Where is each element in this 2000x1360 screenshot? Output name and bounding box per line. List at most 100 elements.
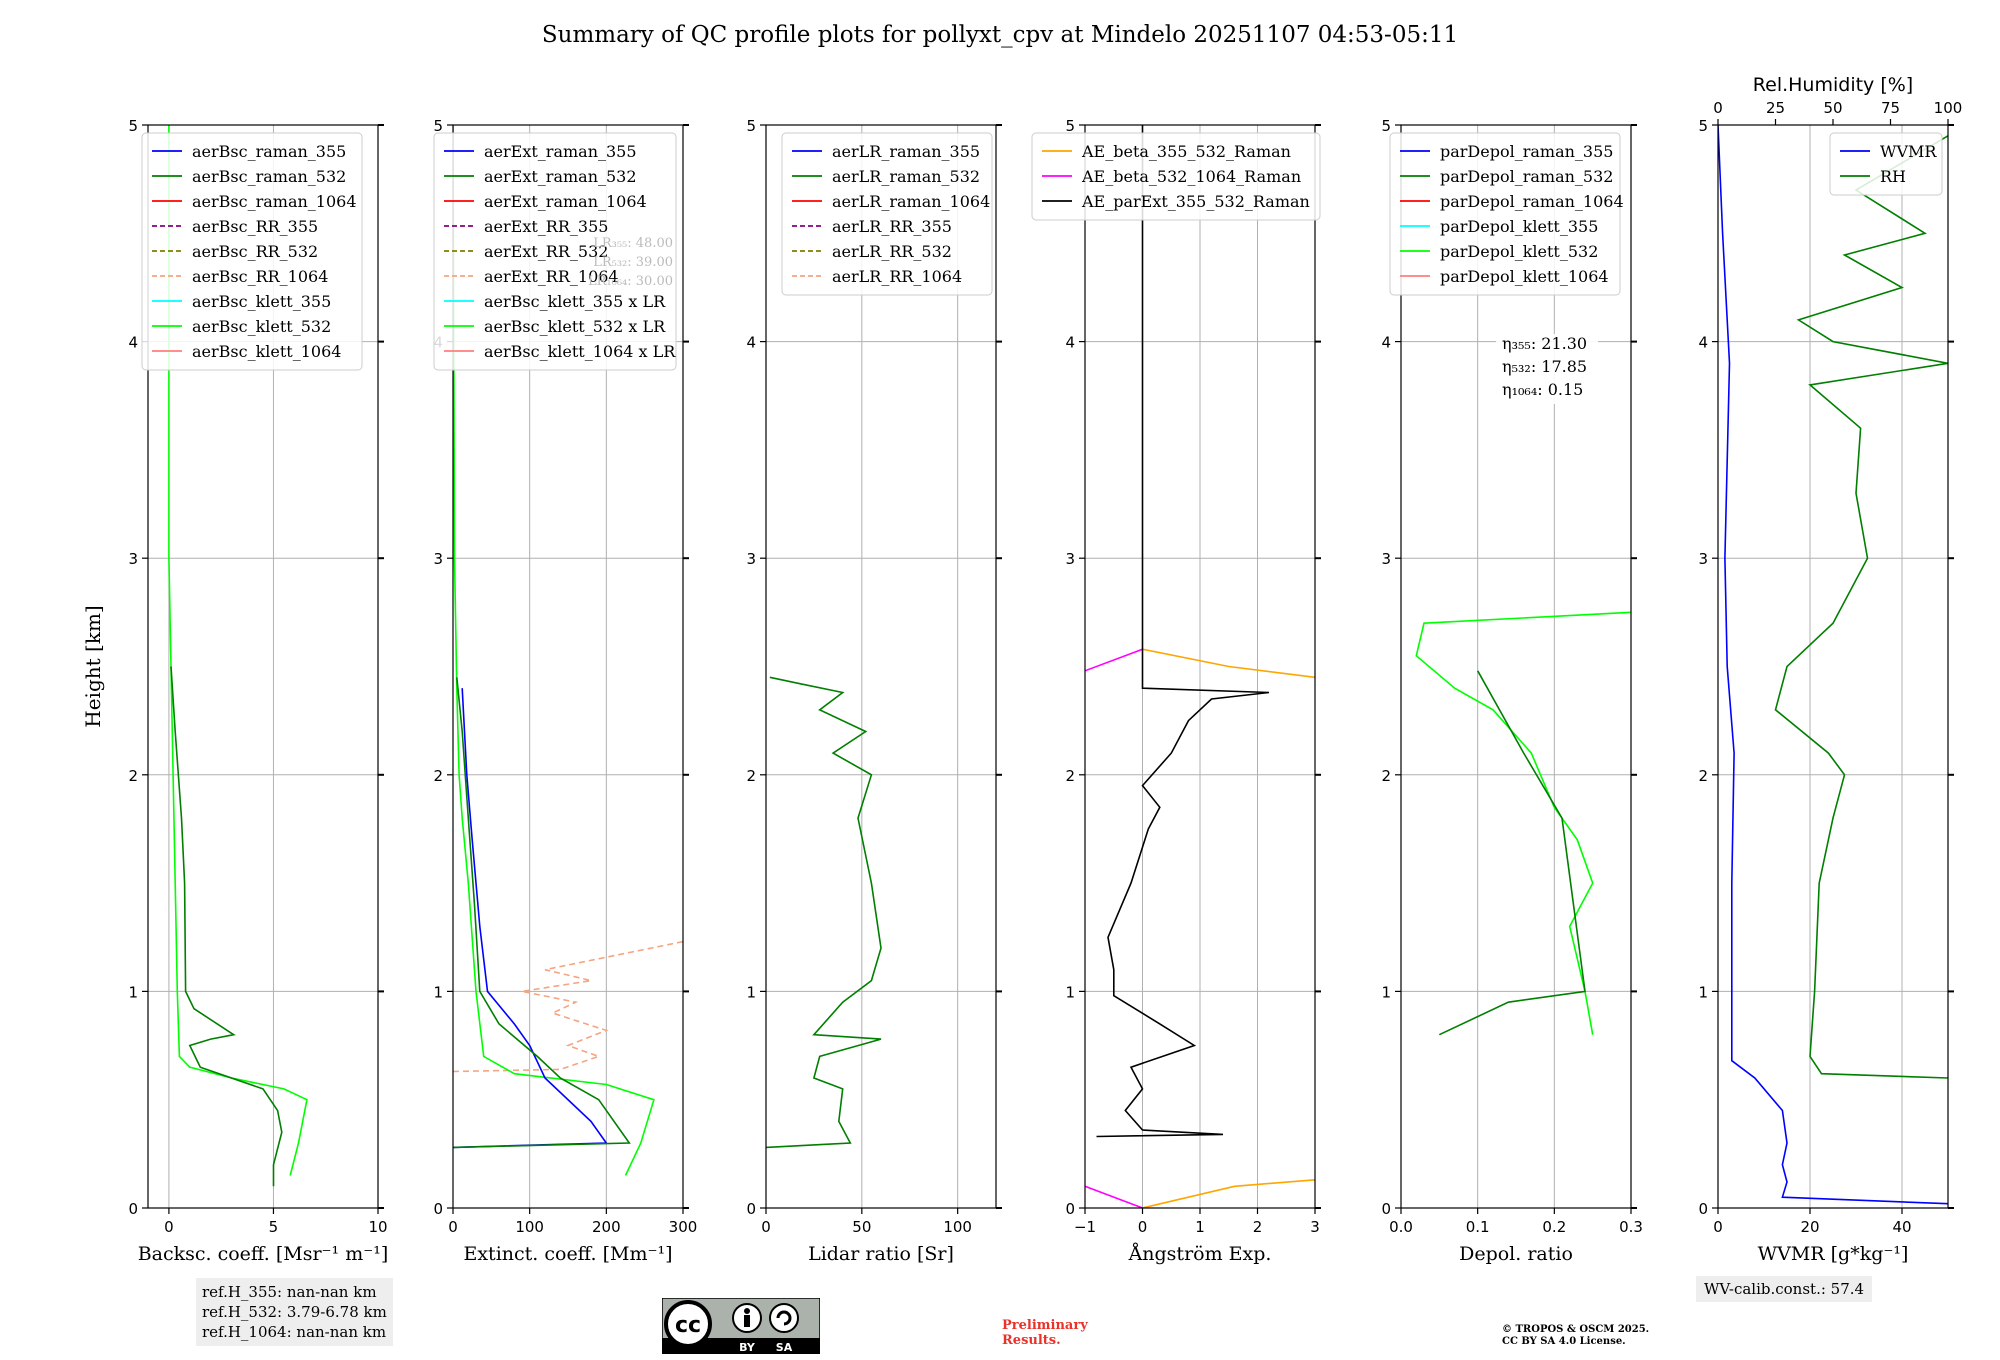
x-tick-label: 5 [269,1218,279,1236]
cc-logo-icon [664,1300,712,1348]
series-ae-parext-355-532-raman [1096,125,1270,1138]
legend-label: aerLR_RR_355 [832,217,952,236]
x-tick-label: −1 [1074,1218,1096,1236]
series-pardepol-raman-532 [1438,670,1586,1036]
y-tick-label: 4 [1698,334,1708,352]
legend-label: aerBsc_klett_532 [192,317,331,336]
axes-frame [147,124,379,1209]
x-tick-label: 0 [1713,1218,1723,1236]
x-tick-label: 50 [852,1218,871,1236]
y-tick-label: 4 [1381,334,1391,352]
legend-box [1829,132,1943,196]
y-tick-label: 5 [1698,117,1708,135]
y-axis-label: Height [km] [81,605,105,727]
y-tick-label: 0 [746,1200,756,1218]
legend-label: aerLR_raman_1064 [832,192,990,211]
series-ae-beta-355-532-raman-upper [1142,648,1315,679]
y-tick-label: 1 [746,983,756,1001]
lr-note: LR₅₃₂: 39.00 [593,255,673,270]
x-tick-label: 100 [943,1218,972,1236]
legend-label: parDepol_raman_355 [1440,142,1613,161]
legend-label: aerLR_RR_1064 [832,267,962,286]
x-axis-label: Depol. ratio [1459,1243,1573,1265]
x-tick-label: 0.3 [1619,1218,1643,1236]
y-tick-label: 2 [433,767,443,785]
y-tick-label: 5 [746,117,756,135]
y-tick-label: 0 [128,1200,138,1218]
legend-box [781,132,993,296]
ref-height-532: ref.H_532: 3.79-6.78 km [202,1303,387,1321]
cc-logo-text: cc [675,1313,701,1338]
x2-tick-label: 0 [1713,99,1723,117]
legend-label: AE_beta_355_532_Raman [1081,142,1291,161]
series-aerbsc-raman-532 [170,666,283,1187]
axes-frame [1717,124,1949,1209]
axes-frame [765,124,997,1209]
figure-title: Summary of QC profile plots for pollyxt_… [541,22,1459,48]
axes-frame [1400,124,1632,1209]
series-wvmr [1718,125,1948,1205]
eta-label: η₁₀₆₄: 0.15 [1502,380,1583,399]
legend-box [141,132,363,371]
ref-height-355: ref.H_355: nan-nan km [202,1283,377,1301]
x-axis-label: WVMR [g*kg⁻¹] [1758,1243,1909,1265]
x-tick-label: 0.0 [1389,1218,1413,1236]
y-tick-label: 2 [1381,767,1391,785]
y-tick-label: 0 [433,1200,443,1218]
x-tick-label: 2 [1253,1218,1263,1236]
eta-label: η₅₃₂: 17.85 [1502,357,1587,376]
y-tick-label: 1 [1065,983,1075,1001]
y-tick-label: 5 [1381,117,1391,135]
x-tick-label: 1 [1195,1218,1205,1236]
y-tick-label: 1 [1381,983,1391,1001]
eta-box [1496,334,1598,404]
y-tick-label: 1 [433,983,443,1001]
y-tick-label: 4 [1065,334,1075,352]
legend-label: aerExt_raman_1064 [484,192,647,211]
legend-label: AE_parExt_355_532_Raman [1081,192,1310,211]
legend-label: aerLR_RR_532 [832,242,952,261]
x-axis-label: Lidar ratio [Sr] [808,1243,954,1265]
y-tick-label: 2 [1065,767,1075,785]
legend-label: parDepol_klett_1064 [1440,267,1609,286]
y-tick-label: 3 [1381,550,1391,568]
lr-note: LR₁₀₆₄: 30.00 [588,274,673,289]
legend-label: aerExt_raman_532 [484,167,637,186]
wv-calib-const: WV-calib.const.: 57.4 [1696,1276,1873,1302]
series-aerbsc-klett-532-x-lr [453,125,655,1176]
x-tick-label: 0 [448,1218,458,1236]
x-tick-label: 0 [761,1218,771,1236]
y-tick-label: 5 [1065,117,1075,135]
legend-label: aerExt_raman_355 [484,142,637,161]
y-tick-label: 3 [1698,550,1708,568]
x2-axis-label: Rel.Humidity [%] [1753,74,1913,96]
y-tick-label: 3 [128,550,138,568]
series-ae-beta-355-532-raman [1142,1179,1315,1208]
y-tick-label: 0 [1381,1200,1391,1218]
preliminary-line-2: Results. [1002,1333,1061,1348]
series-aerext-raman-355 [453,688,608,1149]
legend-box [1031,132,1321,221]
y-tick-label: 5 [128,117,138,135]
series-aerbsc-klett-532 [168,125,308,1176]
legend-label: aerBsc_klett_355 [192,292,331,311]
x2-tick-label: 50 [1823,99,1842,117]
y-tick-label: 2 [746,767,756,785]
x-tick-label: 0 [164,1218,174,1236]
subplot-2: 0123450100200300Extinct. coeff. [Mm⁻¹]ae… [433,117,697,1265]
y-tick-label: 3 [433,550,443,568]
x-tick-label: 0.2 [1542,1218,1566,1236]
copyright-note: © TROPOS & OSCM 2025. CC BY SA 4.0 Licen… [1502,1324,1649,1348]
x-tick-label: 200 [592,1218,621,1236]
legend-label: aerBsc_RR_355 [192,217,318,236]
x-axis-label: Ångström Exp. [1128,1243,1272,1265]
legend-label: aerBsc_klett_355 x LR [484,292,666,311]
y-tick-label: 3 [1065,550,1075,568]
legend-label: aerLR_raman_355 [832,142,980,161]
lr-note: LR₃₅₅: 48.00 [593,236,673,251]
series-ae-beta-532-1064-raman [1085,1185,1143,1208]
series-aerext-raman-532 [453,677,631,1149]
